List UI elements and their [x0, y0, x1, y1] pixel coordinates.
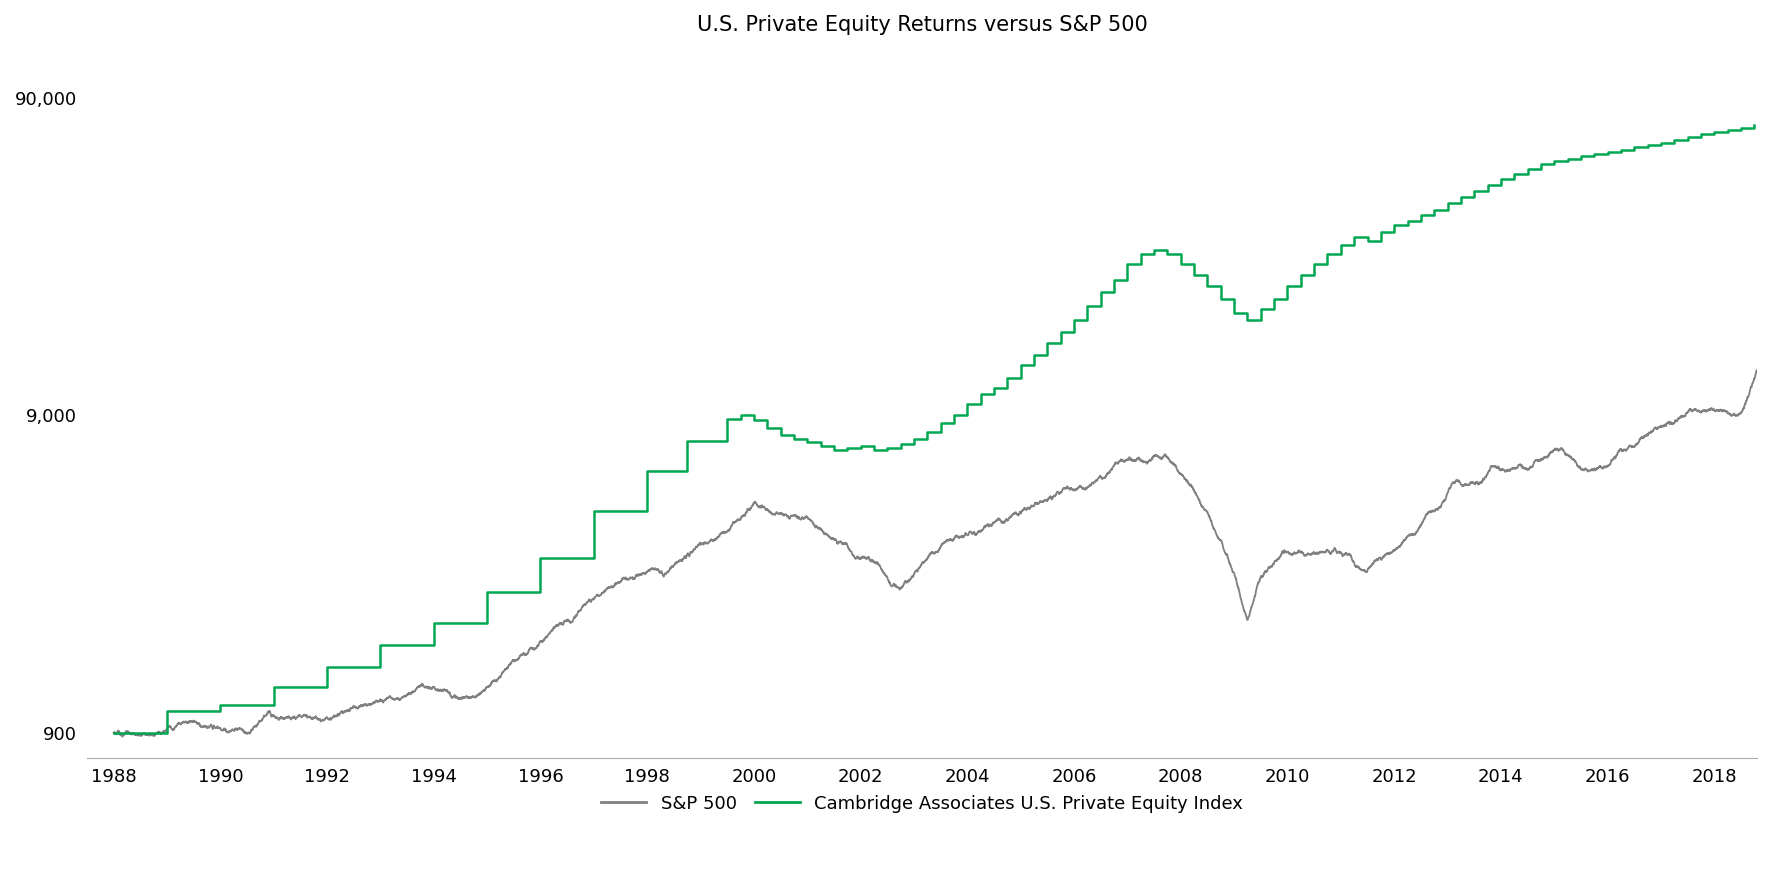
Title: U.S. Private Equity Returns versus S&P 500: U.S. Private Equity Returns versus S&P 5…	[696, 15, 1146, 35]
Legend: S&P 500, Cambridge Associates U.S. Private Equity Index: S&P 500, Cambridge Associates U.S. Priva…	[594, 788, 1251, 820]
